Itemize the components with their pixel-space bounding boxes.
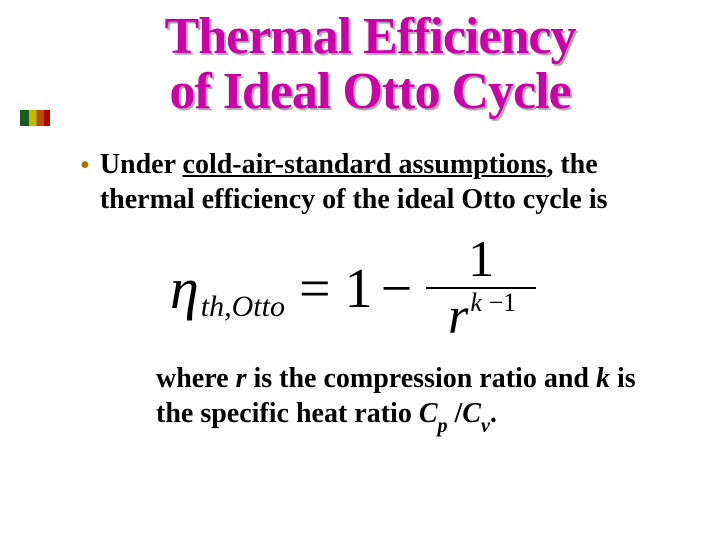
eta-symbol: η xyxy=(170,255,199,322)
var-k: k xyxy=(596,363,610,394)
title-line-2: of Ideal Otto Cycle xyxy=(169,63,570,120)
denominator-exponent: k −1 xyxy=(470,288,516,317)
slide: Thermal Efficiency of Ideal Otto Cycle •… xyxy=(0,0,720,540)
slide-title: Thermal Efficiency of Ideal Otto Cycle xyxy=(60,10,680,119)
cv-subscript: v xyxy=(481,415,490,437)
cp-subscript: p xyxy=(438,415,448,437)
bullet-text: Under cold-air-standard assumptions, the… xyxy=(100,147,660,217)
title-line-1: Thermal Efficiency xyxy=(165,8,576,65)
closing-text: where r is the compression ratio and k i… xyxy=(156,361,650,436)
bullet-dot-icon: • xyxy=(80,149,90,183)
denominator-base: r xyxy=(448,288,468,345)
equals-sign: = xyxy=(299,257,331,321)
constant-one: 1 xyxy=(345,257,373,321)
efficiency-equation: ηth,Otto = 1 − 1 rk −1 xyxy=(170,235,680,342)
var-cp: C xyxy=(419,398,438,429)
var-cv: C xyxy=(462,398,481,429)
bullet-item: • Under cold-air-standard assumptions, t… xyxy=(80,147,660,217)
bullet-underlined: cold-air-standard assumptions xyxy=(183,149,547,180)
var-r: r xyxy=(236,363,247,394)
fraction-numerator: 1 xyxy=(454,235,508,286)
accent-bar-icon xyxy=(20,110,50,126)
minus-sign: − xyxy=(381,257,413,321)
fraction-denominator: rk −1 xyxy=(448,289,514,343)
fraction: 1 rk −1 xyxy=(426,235,536,342)
eta-subscript: th,Otto xyxy=(201,290,285,324)
bullet-pre: Under xyxy=(100,149,183,180)
